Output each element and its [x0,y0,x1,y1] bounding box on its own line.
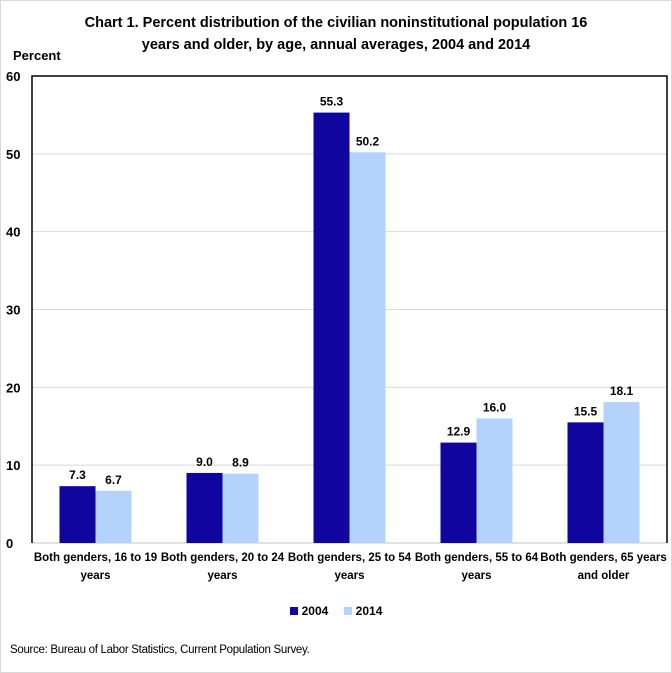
chart-title: Chart 1. Percent distribution of the civ… [0,12,672,56]
data-label-2014-4: 18.1 [610,384,634,398]
data-label-2004-0: 7.3 [69,468,86,482]
data-label-2004-3: 12.9 [447,425,471,439]
y-tick-label-0: 0 [6,536,13,551]
x-tick-label-2-line-0: Both genders, 25 to 54 [288,552,412,564]
legend-label-2004: 2004 [301,604,329,618]
data-label-2004-1: 9.0 [196,455,213,469]
legend-label-2014: 2014 [355,604,383,618]
y-tick-label-20: 20 [6,380,20,395]
bar-2014-4 [603,402,640,543]
x-tick-label-4-line-1: and older [578,570,630,582]
x-tick-label-3-line-1: years [461,570,491,582]
legend-item-2004: 2004 [289,604,329,618]
x-tick-label-3-line-0: Both genders, 55 to 64 [415,552,539,564]
x-tick-label-4-line-0: Both genders, 65 years [540,552,667,564]
legend: 2004 2014 [0,604,672,618]
y-axis-label: Percent [13,48,61,63]
bar-2004-4 [567,422,604,543]
legend-swatch-2014 [343,607,352,615]
bar-2014-1 [222,473,259,543]
x-tick-label-1-line-0: Both genders, 20 to 24 [161,552,285,564]
bar-2014-2 [349,152,386,543]
data-label-2014-1: 8.9 [232,456,249,470]
y-tick-label-50: 50 [6,147,20,162]
data-label-2014-0: 6.7 [105,473,122,487]
data-label-2014-2: 50.2 [356,134,380,148]
chart-title-line-1: Chart 1. Percent distribution of the civ… [84,15,588,31]
y-tick-label-60: 60 [6,69,20,84]
chart-title-line-2: years and older, by age, annual averages… [141,37,531,53]
x-tick-label-0-line-1: years [80,570,110,582]
x-tick-label-2-line-1: years [334,570,364,582]
legend-item-2014: 2014 [343,604,383,618]
bar-2004-0 [59,486,96,543]
source-note: Source: Bureau of Labor Statistics, Curr… [10,644,310,656]
bar-2014-3 [476,418,513,543]
data-label-2014-3: 16.0 [483,400,507,414]
data-label-2004-2: 55.3 [320,95,344,109]
legend-swatch-2004 [289,607,298,615]
bar-2004-3 [440,442,477,543]
y-tick-label-30: 30 [6,303,20,318]
data-label-2004-4: 15.5 [574,404,598,418]
y-tick-label-40: 40 [6,225,20,240]
bar-2014-0 [95,490,132,543]
bar-2004-2 [313,112,350,543]
plot-border [31,75,668,543]
x-tick-label-0-line-0: Both genders, 16 to 19 [34,552,157,564]
y-tick-label-10: 10 [6,458,20,473]
x-tick-label-1-line-1: years [207,570,237,582]
bar-2004-1 [186,472,223,543]
